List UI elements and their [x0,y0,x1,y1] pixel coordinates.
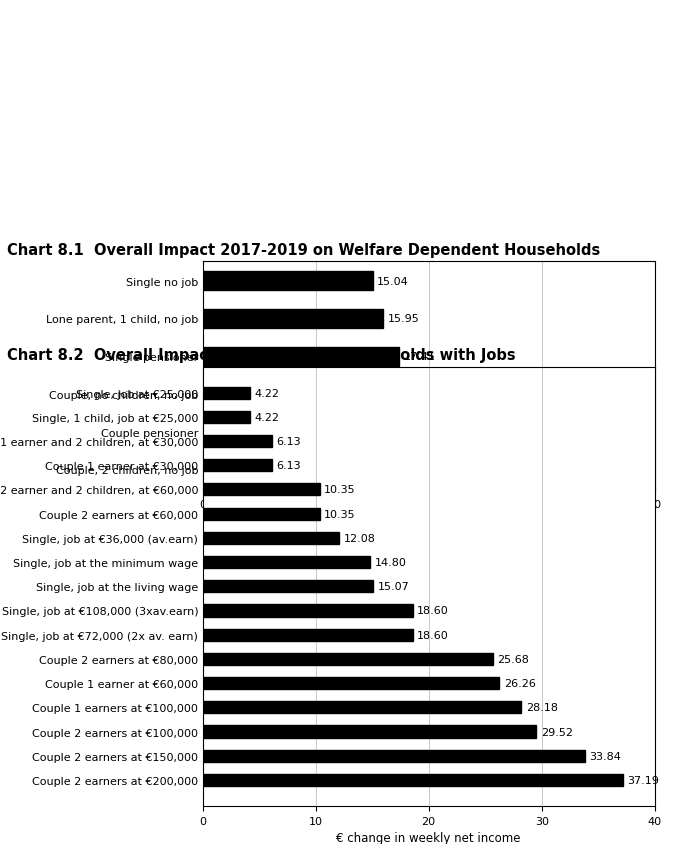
Text: 12.08: 12.08 [344,533,375,544]
Bar [202,310,383,328]
Bar [202,411,250,424]
Text: 17.41: 17.41 [404,352,436,362]
Bar [202,701,521,713]
Bar [202,749,585,762]
Text: 15.07: 15.07 [377,582,409,592]
Bar [202,629,413,641]
Bar [202,436,272,447]
Text: 33.84: 33.84 [590,751,622,760]
Text: 28.18: 28.18 [526,702,558,712]
Text: 24.97: 24.97 [489,389,522,399]
Text: 4.22: 4.22 [254,413,279,422]
Bar [202,677,500,690]
Text: 37.19: 37.19 [628,775,659,785]
Text: 14.80: 14.80 [375,557,406,567]
Bar [202,726,536,738]
Text: 18.60: 18.60 [417,606,449,616]
Bar [202,484,319,496]
Bar [202,460,272,472]
Bar [202,460,570,479]
Text: 15.04: 15.04 [377,277,409,286]
Text: 32.52: 32.52 [574,465,607,474]
X-axis label: € change in weekly net income: € change in weekly net income [336,831,521,844]
Text: 29.66: 29.66 [543,427,574,437]
Text: 25.68: 25.68 [497,654,529,664]
Text: Chart 8.1  Overall Impact 2017-2019 on Welfare Dependent Households: Chart 8.1 Overall Impact 2017-2019 on We… [7,242,600,257]
Bar [202,423,538,441]
Text: 18.60: 18.60 [417,630,449,640]
Text: 15.95: 15.95 [387,314,419,324]
Bar [202,581,373,592]
Text: 10.35: 10.35 [324,484,356,495]
Bar [202,272,373,291]
Text: 10.35: 10.35 [324,509,356,519]
Bar [202,348,400,366]
Bar [202,604,413,617]
Text: Chart 8.2  Overall Impact 2017-2019 on Households with Jobs: Chart 8.2 Overall Impact 2017-2019 on Ho… [7,348,516,363]
Bar [202,533,339,544]
Bar [202,774,623,786]
Bar [202,653,493,665]
Text: 6.13: 6.13 [276,436,301,446]
Bar [202,556,370,569]
Bar [202,387,250,399]
Text: 4.22: 4.22 [254,388,279,398]
Text: 29.52: 29.52 [541,727,573,737]
Text: 6.13: 6.13 [276,461,301,471]
Text: 26.26: 26.26 [504,679,536,689]
Bar [202,508,319,520]
Bar [202,385,485,403]
X-axis label: € change in weekly net income: € change in weekly net income [336,515,521,528]
